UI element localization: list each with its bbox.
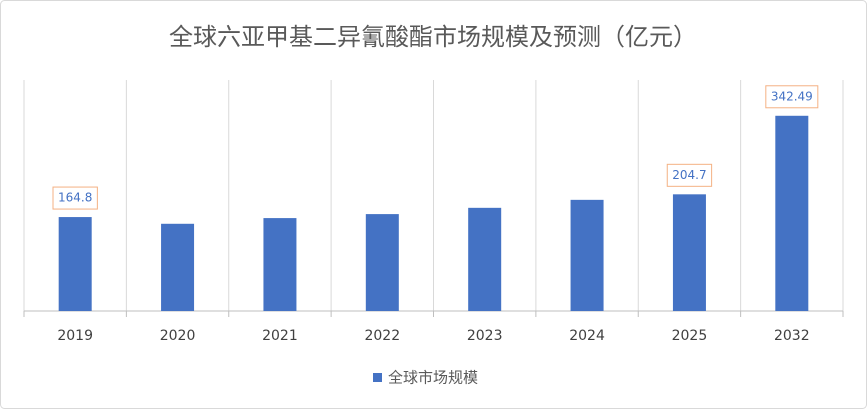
x-tick-label: 2021 — [262, 328, 298, 344]
bar — [161, 223, 195, 311]
data-label-box — [666, 163, 713, 187]
data-label: 204.7 — [672, 168, 706, 182]
data-label: 342.49 — [771, 89, 813, 103]
chart-title: 全球六亚甲基二异氰酸酯市场规模及预测（亿元） — [169, 23, 697, 51]
x-tick-label: 2032 — [774, 328, 810, 344]
bar — [58, 217, 92, 311]
data-label-box — [765, 85, 819, 109]
data-label-box — [52, 186, 98, 210]
legend-swatch — [373, 373, 382, 382]
x-tick-label: 2023 — [467, 328, 503, 344]
bar — [263, 218, 297, 311]
x-tick-label: 2024 — [569, 328, 605, 344]
legend-label: 全球市场规模 — [388, 369, 478, 387]
data-label: 164.8 — [58, 191, 92, 205]
bar — [775, 115, 809, 311]
x-tick-label: 2022 — [364, 328, 400, 344]
bar — [672, 194, 706, 311]
bar — [570, 199, 604, 311]
x-tick-label: 2020 — [160, 328, 196, 344]
bar — [468, 207, 502, 311]
bar — [365, 214, 399, 311]
x-tick-label: 2025 — [672, 328, 708, 344]
x-tick-label: 2019 — [57, 328, 93, 344]
